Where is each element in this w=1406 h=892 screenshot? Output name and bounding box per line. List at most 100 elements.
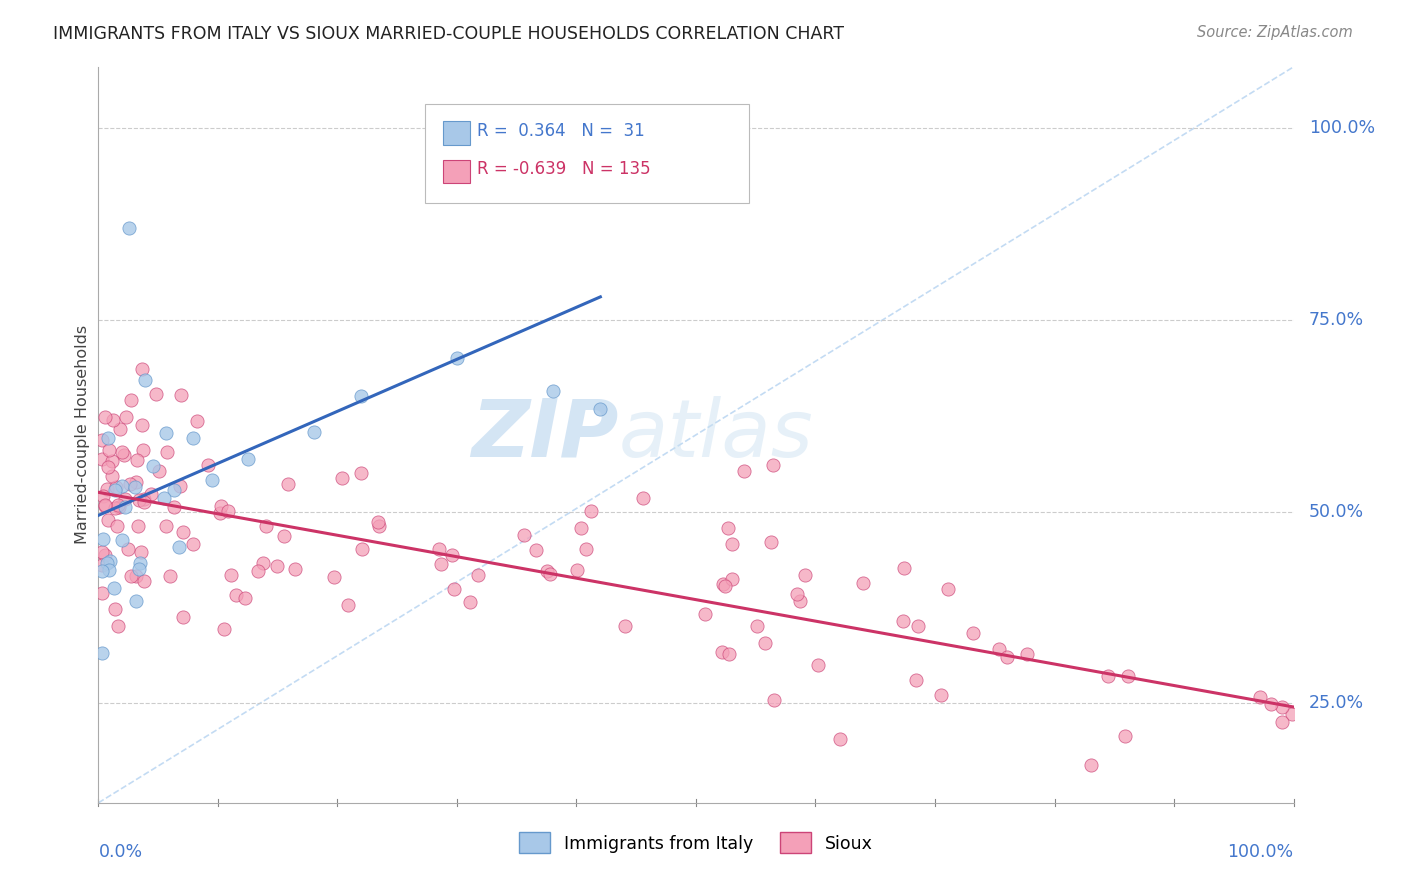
Point [1080, 757, 1102, 772]
Point [754, 636, 776, 650]
Point [1260, 698, 1282, 712]
Point [467, 568, 489, 582]
Point [1271, 715, 1294, 730]
Point [721, 537, 744, 551]
Point [155, 519, 177, 533]
Point [212, 623, 235, 637]
Point [94, 548, 117, 562]
Point [1015, 648, 1038, 662]
Point [153, 491, 176, 505]
Point [904, 673, 927, 688]
Text: 0.0%: 0.0% [98, 843, 142, 862]
Point [1271, 699, 1294, 714]
Point [124, 479, 146, 493]
Point [807, 657, 830, 672]
Point [429, 542, 451, 557]
Point [155, 425, 177, 440]
Point [252, 557, 274, 571]
Point [91, 451, 114, 466]
Point [1114, 729, 1136, 743]
Text: 75.0%: 75.0% [1309, 311, 1364, 329]
Point [693, 607, 716, 621]
Point [91, 564, 114, 578]
Text: IMMIGRANTS FROM ITALY VS SIOUX MARRIED-COUPLE HOUSEHOLDS CORRELATION CHART: IMMIGRANTS FROM ITALY VS SIOUX MARRIED-C… [53, 25, 845, 43]
Point [159, 568, 181, 582]
Point [139, 487, 162, 501]
Point [117, 542, 139, 557]
Point [579, 504, 602, 518]
Point [170, 388, 193, 402]
Text: 50.0%: 50.0% [1309, 502, 1364, 521]
Point [277, 477, 299, 491]
Point [181, 431, 204, 445]
Point [115, 410, 138, 425]
Point [330, 471, 353, 485]
Point [717, 520, 740, 534]
Point [302, 425, 325, 439]
Point [714, 580, 737, 594]
Point [225, 588, 247, 602]
Point [1281, 706, 1303, 721]
Point [830, 731, 852, 746]
Point [162, 500, 184, 515]
Point [129, 556, 152, 570]
Point [114, 500, 136, 514]
Point [127, 452, 149, 467]
Point [745, 619, 768, 633]
Point [94, 499, 117, 513]
Point [565, 563, 588, 577]
Point [94, 410, 117, 425]
Point [186, 414, 208, 428]
Point [273, 529, 295, 543]
Point [114, 491, 136, 506]
Point [789, 594, 811, 608]
Point [891, 614, 914, 628]
Point [131, 417, 153, 432]
Point [759, 535, 782, 549]
Point [103, 602, 125, 616]
Point [929, 688, 952, 702]
Point [107, 619, 129, 633]
Point [96, 557, 118, 571]
Point [352, 541, 374, 556]
Y-axis label: Married-couple Households: Married-couple Households [75, 326, 90, 544]
Point [569, 521, 592, 535]
Point [91, 532, 114, 546]
Point [614, 618, 637, 632]
Text: atlas: atlas [619, 396, 813, 474]
Legend: Immigrants from Italy, Sioux: Immigrants from Italy, Sioux [512, 825, 880, 861]
Text: ZIP: ZIP [471, 396, 619, 474]
Point [97, 564, 120, 578]
Point [1118, 669, 1140, 683]
Point [337, 598, 360, 612]
Point [995, 650, 1018, 665]
Point [440, 548, 463, 562]
Point [120, 569, 142, 583]
Point [962, 625, 984, 640]
Point [209, 499, 232, 513]
Point [350, 389, 373, 403]
Point [96, 483, 118, 497]
Point [112, 448, 135, 462]
Point [91, 545, 114, 559]
Point [266, 559, 288, 574]
Point [97, 460, 120, 475]
Point [124, 569, 146, 583]
Point [148, 464, 170, 478]
Point [98, 442, 121, 457]
Point [247, 565, 270, 579]
Point [786, 587, 808, 601]
Point [91, 489, 114, 503]
Point [91, 558, 114, 572]
Point [733, 464, 755, 478]
Point [129, 545, 152, 559]
Point [575, 542, 598, 557]
Point [100, 454, 122, 468]
Point [125, 475, 148, 489]
Point [127, 519, 149, 533]
Point [97, 513, 120, 527]
Point [118, 220, 141, 235]
Point [107, 498, 129, 512]
Point [323, 570, 346, 584]
Point [134, 373, 156, 387]
